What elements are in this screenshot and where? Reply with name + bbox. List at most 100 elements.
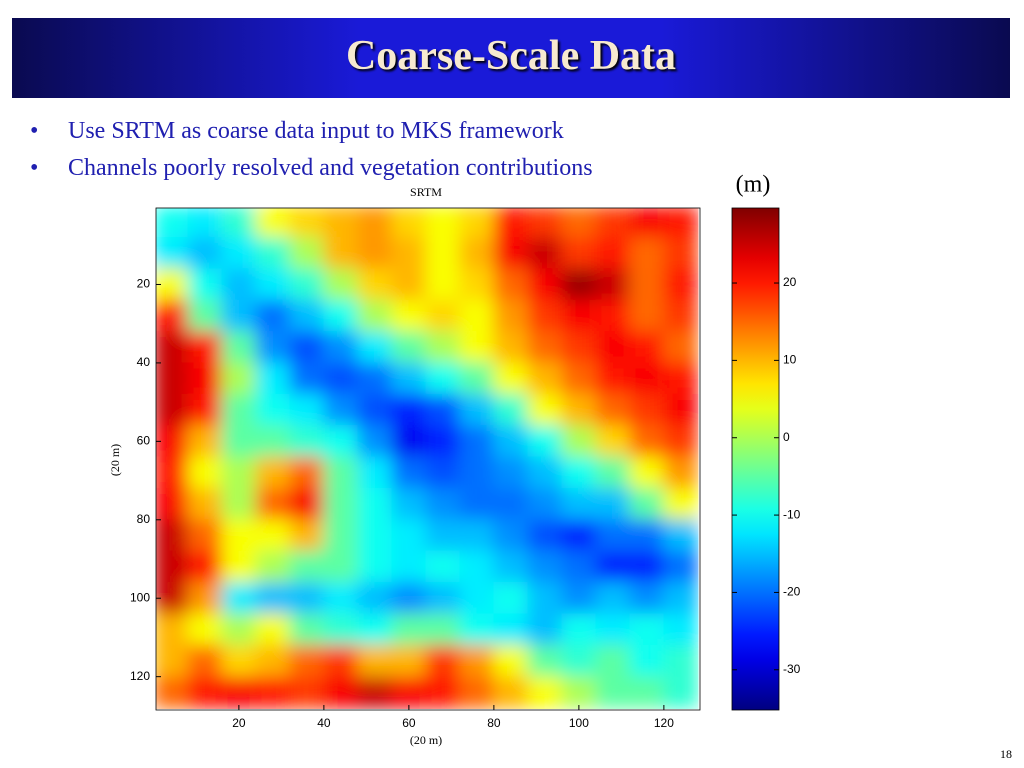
heat-cell — [425, 582, 461, 615]
heat-cell — [493, 236, 529, 270]
y-tick-label: 120 — [130, 669, 150, 683]
heat-cell — [255, 519, 291, 552]
heat-cell — [156, 208, 189, 238]
heat-cell — [595, 208, 631, 238]
heat-cell — [595, 299, 631, 333]
heat-cell — [391, 550, 427, 584]
heat-cell — [629, 268, 665, 301]
heat-cell — [357, 299, 393, 333]
heat-cell — [493, 268, 529, 301]
heat-cell — [156, 487, 189, 521]
heat-cell — [629, 425, 665, 458]
heat-cell — [221, 268, 257, 301]
plot-frame — [155, 207, 701, 711]
heat-cell — [459, 550, 495, 584]
heat-cell — [663, 519, 699, 552]
heat-cell — [561, 236, 597, 270]
heat-cell — [493, 676, 529, 709]
heat-cell — [187, 268, 223, 301]
heat-cell — [357, 613, 393, 646]
heat-cell — [221, 425, 257, 458]
heat-cell — [459, 425, 495, 458]
heat-cell — [629, 676, 665, 709]
colorbar-tick-label: -30 — [783, 662, 801, 676]
heat-cell — [527, 299, 563, 333]
heat-cell — [357, 487, 393, 521]
heat-cell — [357, 456, 393, 489]
heat-cell — [255, 236, 291, 270]
heat-cell — [663, 644, 699, 678]
heat-cell — [221, 331, 257, 364]
x-tick-label: 120 — [654, 716, 674, 730]
heat-cell — [323, 582, 359, 615]
heat-cell — [561, 550, 597, 584]
heat-cell — [629, 613, 665, 646]
heat-cell — [156, 519, 189, 552]
bullet: • Use SRTM as coarse data input to MKS fr… — [30, 118, 564, 144]
heat-cell — [187, 550, 223, 584]
heat-cell — [289, 550, 325, 584]
heat-cell — [561, 644, 597, 678]
heat-cell — [663, 393, 699, 427]
heat-cell — [663, 613, 699, 646]
heat-cell — [323, 331, 359, 364]
colorbar-tick-label: 10 — [783, 353, 797, 367]
heat-cell — [221, 236, 257, 270]
heat-cell — [391, 362, 427, 395]
heat-cell — [527, 236, 563, 270]
heat-cell — [187, 331, 223, 364]
y-tick-label: 60 — [137, 434, 151, 448]
heat-cell — [527, 425, 563, 458]
heat-cell — [323, 644, 359, 678]
heat-cell — [425, 550, 461, 584]
heat-cell — [459, 268, 495, 301]
heat-cell — [255, 268, 291, 301]
heat-cell — [561, 299, 597, 333]
x-tick-label: 20 — [232, 716, 246, 730]
heat-cell — [289, 644, 325, 678]
heat-cell — [493, 425, 529, 458]
heat-cell — [595, 393, 631, 427]
heat-cell — [595, 456, 631, 489]
heat-cell — [156, 425, 189, 458]
heat-cell — [629, 487, 665, 521]
heat-cell — [156, 299, 189, 333]
heat-cell — [663, 331, 699, 364]
heat-cell — [493, 456, 529, 489]
heat-cell — [255, 582, 291, 615]
heat-cell — [187, 208, 223, 238]
heat-cell — [663, 487, 699, 521]
heat-cell — [425, 393, 461, 427]
heat-cell — [323, 487, 359, 521]
heat-cell — [391, 268, 427, 301]
heat-cell — [323, 236, 359, 270]
heat-cell — [561, 268, 597, 301]
heat-cell — [187, 519, 223, 552]
heat-cell — [459, 613, 495, 646]
heat-cell — [187, 362, 223, 395]
heat-cell — [629, 582, 665, 615]
x-tick-label: 100 — [569, 716, 589, 730]
heat-cell — [156, 582, 189, 615]
heat-cell — [289, 425, 325, 458]
heat-cell — [459, 676, 495, 709]
heat-cell — [391, 299, 427, 333]
heat-cell — [527, 268, 563, 301]
heat-cell — [527, 393, 563, 427]
heat-cell — [255, 208, 291, 238]
heat-cell — [323, 362, 359, 395]
heat-cell — [527, 676, 563, 709]
heat-cell — [289, 676, 325, 709]
heat-cell — [391, 331, 427, 364]
heat-cell — [255, 550, 291, 584]
heat-cell — [289, 487, 325, 521]
heat-cell — [561, 425, 597, 458]
heat-cell — [357, 550, 393, 584]
heat-cell — [221, 393, 257, 427]
heat-cell — [357, 644, 393, 678]
heat-cell — [493, 362, 529, 395]
heat-cell — [459, 519, 495, 552]
heat-cell — [156, 676, 189, 709]
heat-cell — [425, 644, 461, 678]
x-tick-label: 40 — [317, 716, 331, 730]
